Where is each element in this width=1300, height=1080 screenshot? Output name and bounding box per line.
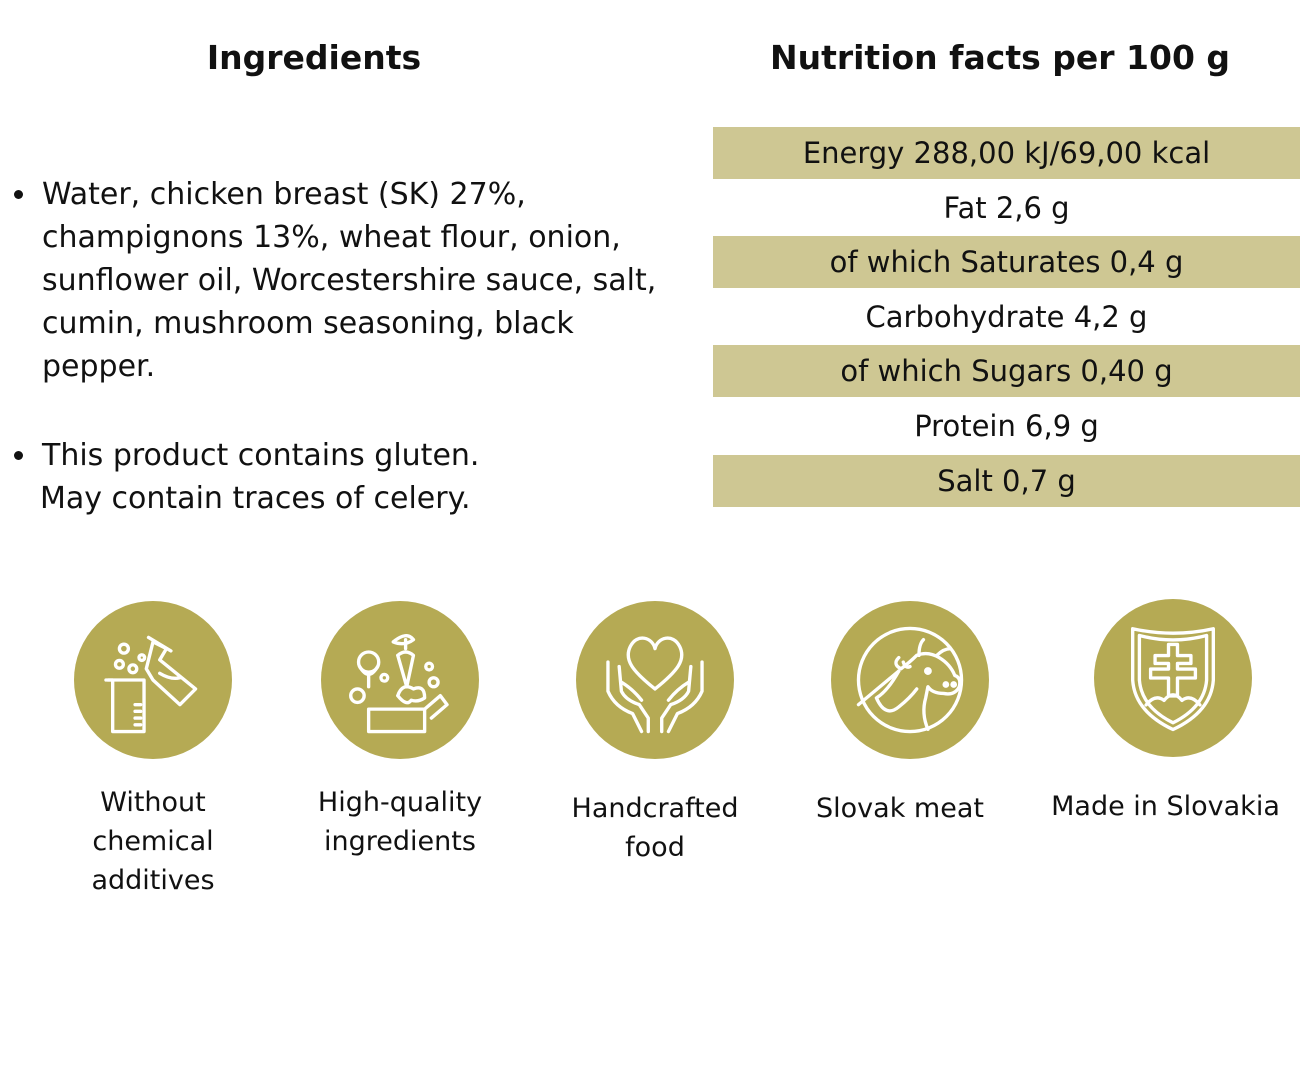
nutrition-row-protein: Protein 6,9 g: [914, 408, 1099, 443]
allergen-list-item: This product contains gluten. May contai…: [0, 434, 700, 520]
badge-slovak-meat: Slovak meat: [780, 601, 1040, 828]
badge-label: Without chemical additives: [91, 787, 215, 896]
badge-circle: [74, 601, 232, 759]
cow-icon: [856, 626, 964, 734]
nutrition-row-saturates: of which Saturates 0,4 g: [713, 236, 1300, 289]
badge-label: Handcrafted food: [571, 793, 739, 863]
nutrition-row-fat: Fat 2,6 g: [943, 190, 1070, 225]
slovak-shield-icon: [1131, 627, 1215, 732]
badge-no-chemicals: Without chemical additives: [23, 601, 283, 900]
nutrition-title: Nutrition facts per 100 g: [769, 38, 1231, 77]
badge-quality-ingredients: High-quality ingredients: [270, 601, 530, 861]
ingredients-list: Water, chicken breast (SK) 27%, champign…: [0, 173, 700, 520]
ingredients-title: Ingredients: [206, 38, 422, 77]
vegetables-box-icon: [349, 634, 449, 734]
nutrition-row-sugars: of which Sugars 0,40 g: [713, 345, 1300, 398]
badge-made-in-slovakia: Made in Slovakia: [1043, 599, 1300, 826]
lab-flask-icon: [104, 635, 198, 734]
ingredients-text: Water, chicken breast (SK) 27%, champign…: [42, 177, 657, 384]
allergen-celery-text: May contain traces of celery.: [40, 481, 471, 516]
badge-circle: [831, 601, 989, 759]
nutrition-row-salt: Salt 0,7 g: [713, 454, 1300, 507]
badge-label: High-quality ingredients: [317, 787, 483, 857]
list-spacer: [0, 388, 700, 434]
badge-circle: [576, 601, 734, 759]
nutrition-table: Energy 288,00 kJ/69,00 kcal Fat 2,6 g of…: [713, 127, 1300, 509]
nutrition-row-energy: Energy 288,00 kJ/69,00 kcal: [713, 127, 1300, 179]
heart-hands-icon: [606, 636, 704, 734]
nutrition-row-carbohydrate: Carbohydrate 4,2 g: [865, 299, 1148, 334]
badge-handcrafted: Handcrafted food: [525, 601, 785, 867]
badge-label: Slovak meat: [816, 793, 984, 824]
badge-circle: [1094, 599, 1252, 757]
ingredients-list-item: Water, chicken breast (SK) 27%, champign…: [0, 173, 700, 388]
badge-label: Made in Slovakia: [1051, 791, 1280, 822]
badge-circle: [321, 601, 479, 759]
allergen-gluten-text: This product contains gluten.: [42, 438, 480, 473]
